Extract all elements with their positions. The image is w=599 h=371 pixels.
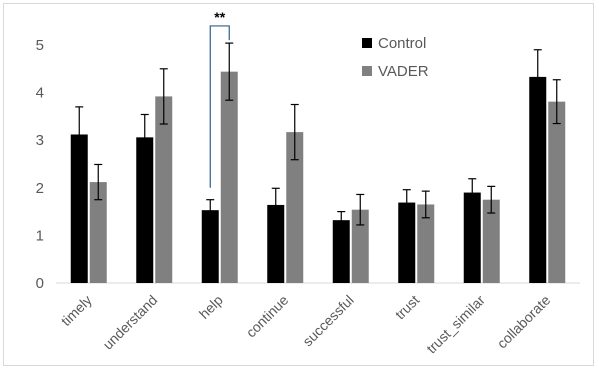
error-bar-vader-timely — [94, 163, 103, 201]
bar-vader-timely — [89, 182, 107, 283]
significance-annotation: ** — [209, 9, 230, 188]
error-bar-control-trust_similar — [468, 178, 477, 207]
bar-vader-help — [220, 71, 238, 283]
error-bar-vader-collaborate — [552, 79, 561, 125]
legend: Control VADER — [362, 35, 429, 80]
bars — [70, 71, 566, 284]
error-bar-control-collaborate — [533, 49, 542, 105]
x-tick-label-help: help — [196, 292, 226, 322]
legend-swatch-control — [362, 38, 372, 48]
error-bar-vader-trust_similar — [487, 185, 496, 214]
x-tick-label-successful: successful — [299, 292, 357, 350]
significance-stars: ** — [214, 9, 225, 25]
x-axis: timely understand help continue successful tr… — [56, 282, 580, 357]
error-bar-vader-trust — [421, 190, 430, 219]
error-bar-vader-successful — [356, 193, 365, 226]
significance-bracket — [209, 25, 230, 188]
legend-label-vader: VADER — [378, 63, 429, 80]
error-bars — [75, 42, 561, 230]
error-bar-control-trust — [402, 189, 411, 217]
bar-vader-trust — [417, 204, 435, 283]
y-tick-label: 5 — [36, 37, 44, 54]
bar-control-trust_similar — [463, 192, 481, 283]
legend-swatch-vader — [362, 66, 372, 76]
x-tick-label-continue: continue — [243, 292, 292, 341]
bar-control-collaborate — [529, 76, 547, 283]
error-bar-vader-understand — [159, 68, 168, 125]
bar-control-understand — [136, 137, 154, 283]
y-tick-label: 2 — [36, 180, 44, 197]
x-tick-label-understand: understand — [100, 292, 161, 353]
y-tick-label: 1 — [36, 227, 44, 244]
error-bar-control-successful — [337, 211, 346, 230]
y-axis: 0 1 2 3 4 5 — [36, 37, 44, 292]
legend-label-control: Control — [378, 35, 426, 52]
bar-vader-continue — [286, 132, 304, 283]
bar-control-timely — [70, 134, 88, 283]
y-tick-label: 3 — [36, 132, 44, 149]
bar-vader-understand — [155, 96, 173, 284]
x-tick-label-collaborate: collaborate — [494, 292, 554, 352]
bar-control-trust — [398, 202, 416, 283]
error-bar-vader-continue — [290, 103, 299, 161]
error-bar-control-continue — [271, 187, 280, 223]
y-tick-label: 4 — [36, 85, 44, 102]
x-tick-label-trust_similar: trust_similar — [423, 292, 488, 357]
bar-control-continue — [267, 204, 285, 283]
error-bar-control-timely — [75, 106, 84, 163]
y-tick-label: 0 — [36, 275, 44, 292]
bar-control-help — [201, 210, 219, 283]
bar-vader-collaborate — [548, 101, 566, 283]
bar-vader-successful — [351, 209, 369, 283]
bar-vader-trust_similar — [482, 199, 500, 283]
error-bar-control-help — [206, 199, 215, 222]
error-bar-control-understand — [140, 113, 149, 161]
x-tick-label-trust: trust — [392, 292, 423, 323]
x-tick-label-timely: timely — [58, 292, 95, 329]
error-bar-vader-help — [225, 42, 234, 101]
bar-control-successful — [332, 220, 350, 283]
